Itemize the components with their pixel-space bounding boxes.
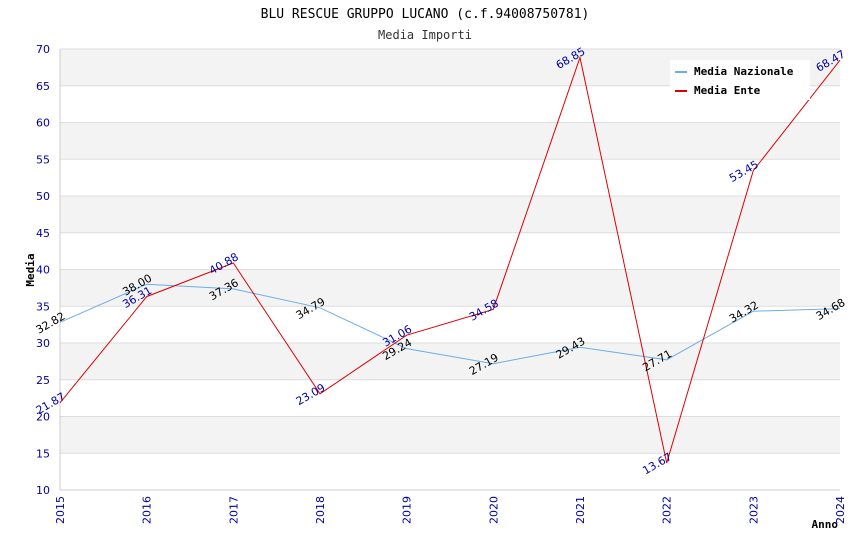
x-tick-label: 2016 <box>141 496 154 524</box>
x-tick-label: 2015 <box>54 496 67 524</box>
x-tick-label: 2017 <box>227 496 240 524</box>
y-tick-label: 30 <box>36 337 50 350</box>
y-tick-label: 60 <box>36 117 50 130</box>
legend-label-ente: Media Ente <box>694 84 761 97</box>
y-tick-label: 45 <box>36 227 50 240</box>
chart-subtitle: Media Importi <box>378 28 472 42</box>
series-line-ente <box>59 55 841 464</box>
grid-band <box>60 196 840 233</box>
x-tick-label: 2018 <box>314 496 327 524</box>
grid-bands <box>60 49 840 490</box>
x-tick-label: 2022 <box>661 496 674 524</box>
y-tick-label: 65 <box>36 80 50 93</box>
x-tick-label: 2021 <box>574 496 587 524</box>
x-tick-label: 2023 <box>747 496 760 524</box>
series-line-nazionale <box>59 283 841 365</box>
axes <box>59 49 840 491</box>
y-tick-label: 20 <box>36 411 50 424</box>
x-tick-label: 2024 <box>834 496 847 524</box>
grid-band <box>60 159 840 196</box>
legend-label-nazionale: Media Nazionale <box>694 65 794 78</box>
grid-band <box>60 122 840 160</box>
y-tick-label: 55 <box>36 153 50 166</box>
y-tick-label: 35 <box>36 300 50 313</box>
y-axis-label: Media <box>24 253 37 286</box>
grid-band <box>60 232 840 270</box>
y-tick-labels: 10 15 20 25 30 35 40 45 50 55 60 65 70 <box>36 43 50 497</box>
y-tick-label: 70 <box>36 43 50 56</box>
grid-band <box>60 343 840 380</box>
grid-band <box>60 306 840 343</box>
y-tick-label: 40 <box>36 264 50 277</box>
y-tick-label: 10 <box>36 484 50 497</box>
y-tick-label: 25 <box>36 374 50 387</box>
legend: Media Nazionale Media Ente <box>670 60 810 100</box>
legend-box <box>670 60 810 100</box>
y-tick-label: 50 <box>36 190 50 203</box>
grid-band <box>60 269 840 307</box>
series-lines <box>59 55 841 464</box>
grid-band <box>60 416 840 454</box>
grid-band <box>60 379 840 417</box>
grid-band <box>60 453 840 490</box>
x-tick-label: 2019 <box>401 496 414 524</box>
x-tick-label: 2020 <box>487 496 500 524</box>
x-tick-labels: 2015 2016 2017 2018 2019 2020 2021 2022 2023 2024 <box>54 496 847 524</box>
x-axis-label: Anno <box>812 518 839 531</box>
chart-title: BLU RESCUE GRUPPO LUCANO (c.f.9400875078… <box>261 7 590 22</box>
y-tick-label: 15 <box>36 447 50 460</box>
